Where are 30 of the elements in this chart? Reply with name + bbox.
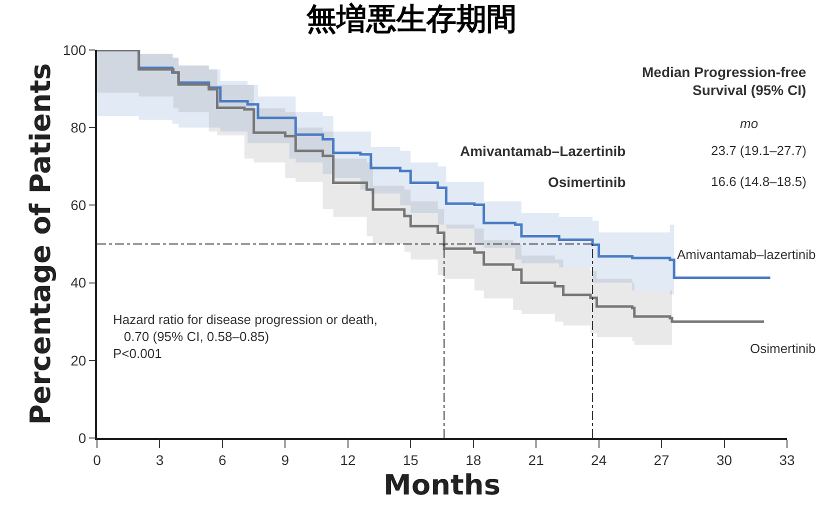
y-axis-title: Percentage of Patients	[24, 63, 58, 425]
annotation: Median Progression-free Survival (95% CI)	[642, 64, 806, 98]
annotation: Osimertinib	[548, 174, 626, 190]
x-tick-label: 18	[466, 452, 482, 468]
x-tick-label: 0	[93, 452, 102, 468]
x-tick-label: 24	[591, 452, 607, 468]
x-axis-title: Months	[383, 468, 501, 502]
annotation: Amivantamab–Lazertinib	[460, 143, 626, 159]
y-tick-label: 40	[70, 274, 86, 291]
x-tick-label: 27	[654, 452, 670, 468]
x-tick-label: 33	[779, 452, 795, 468]
x-tick-label: 15	[402, 452, 419, 468]
annotation: 16.6 (14.8–18.5)	[711, 174, 806, 189]
series-label: Osimertinib	[750, 341, 816, 356]
series-label: Amivantamab–lazertinib	[677, 247, 816, 262]
x-tick-label: 12	[340, 452, 356, 468]
y-tick-label: 60	[70, 197, 86, 214]
y-tick-label: 0	[78, 430, 86, 446]
annotation: Hazard ratio for disease progression or death, 0.70 (95% CI, 0.58–0.85) P<0.001	[113, 312, 378, 361]
y-tick-label: 20	[70, 352, 86, 368]
chart-title: 無増悪生存期間	[306, 2, 516, 37]
y-tick-label: 100	[62, 42, 86, 58]
annotation: 23.7 (19.1–27.7)	[711, 143, 806, 158]
x-tick-label: 9	[281, 452, 290, 468]
x-tick-label: 6	[218, 452, 227, 468]
x-tick-label: 3	[156, 452, 164, 468]
x-tick-label: 21	[528, 452, 544, 468]
x-tick-label: 30	[716, 452, 732, 468]
y-tick-label: 80	[70, 120, 86, 136]
annotation: mo	[740, 116, 758, 131]
